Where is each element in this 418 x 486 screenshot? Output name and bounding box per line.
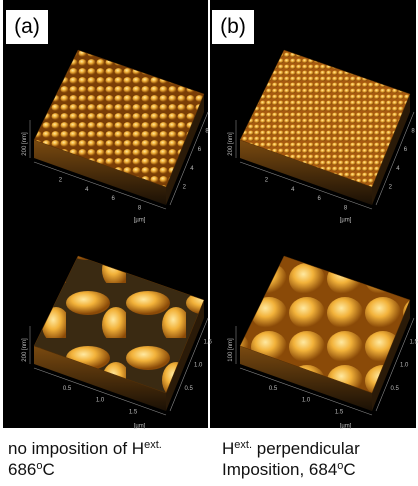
- z-label: 200 [nm]: [22, 132, 28, 156]
- x-unit: [µm]: [134, 218, 146, 224]
- panel-label: (a): [6, 10, 48, 44]
- z-label: 200 [nm]: [228, 132, 234, 156]
- caption-line: no imposition of Hext.: [8, 438, 162, 459]
- x-tick-label: 0.5: [269, 386, 278, 392]
- caption-sup: ext.: [234, 439, 252, 451]
- caption-text: C: [343, 460, 355, 479]
- x-unit: [µm]: [134, 424, 146, 430]
- z-label: 200 [nm]: [22, 338, 28, 362]
- y-tick-label: 0.5: [391, 386, 400, 392]
- caption-text: H: [222, 439, 234, 458]
- y-tick-label: 1.5: [410, 339, 418, 345]
- caption-text: no imposition of H: [8, 439, 144, 458]
- x-unit: [µm]: [340, 218, 352, 224]
- caption-sup: ext.: [144, 439, 162, 451]
- y-tick-label: 1.0: [400, 363, 409, 369]
- y-tick-label: 8: [205, 129, 209, 135]
- caption-text: C: [43, 460, 55, 479]
- caption-text: perpendicular: [257, 439, 360, 458]
- caption: Hext. perpendicular Imposition, 684oC: [222, 438, 360, 480]
- y-tick-label: 1.0: [194, 363, 203, 369]
- panel-label: (b): [212, 10, 254, 44]
- x-tick-label: 1.5: [129, 409, 138, 415]
- caption-line: Imposition, 684oC: [222, 459, 360, 480]
- figure: 2468[µm]2468200 [nm]0.51.01.5[µm]0.51.01…: [0, 0, 418, 486]
- caption-line: 686oC: [8, 459, 162, 480]
- y-tick-label: 1.5: [204, 339, 213, 345]
- x-unit: [µm]: [340, 424, 352, 430]
- x-tick-label: 1.0: [96, 398, 105, 404]
- x-tick-label: 1.0: [302, 398, 311, 404]
- x-tick-label: 1.5: [335, 409, 344, 415]
- caption-text: Imposition, 684: [222, 460, 337, 479]
- caption-line: Hext. perpendicular: [222, 438, 360, 459]
- y-tick-label: 0.5: [185, 386, 194, 392]
- x-tick-label: 0.5: [63, 386, 72, 392]
- caption: no imposition of Hext. 686oC: [8, 438, 162, 480]
- z-label: 100 [nm]: [228, 338, 234, 362]
- caption-text: 686: [8, 460, 36, 479]
